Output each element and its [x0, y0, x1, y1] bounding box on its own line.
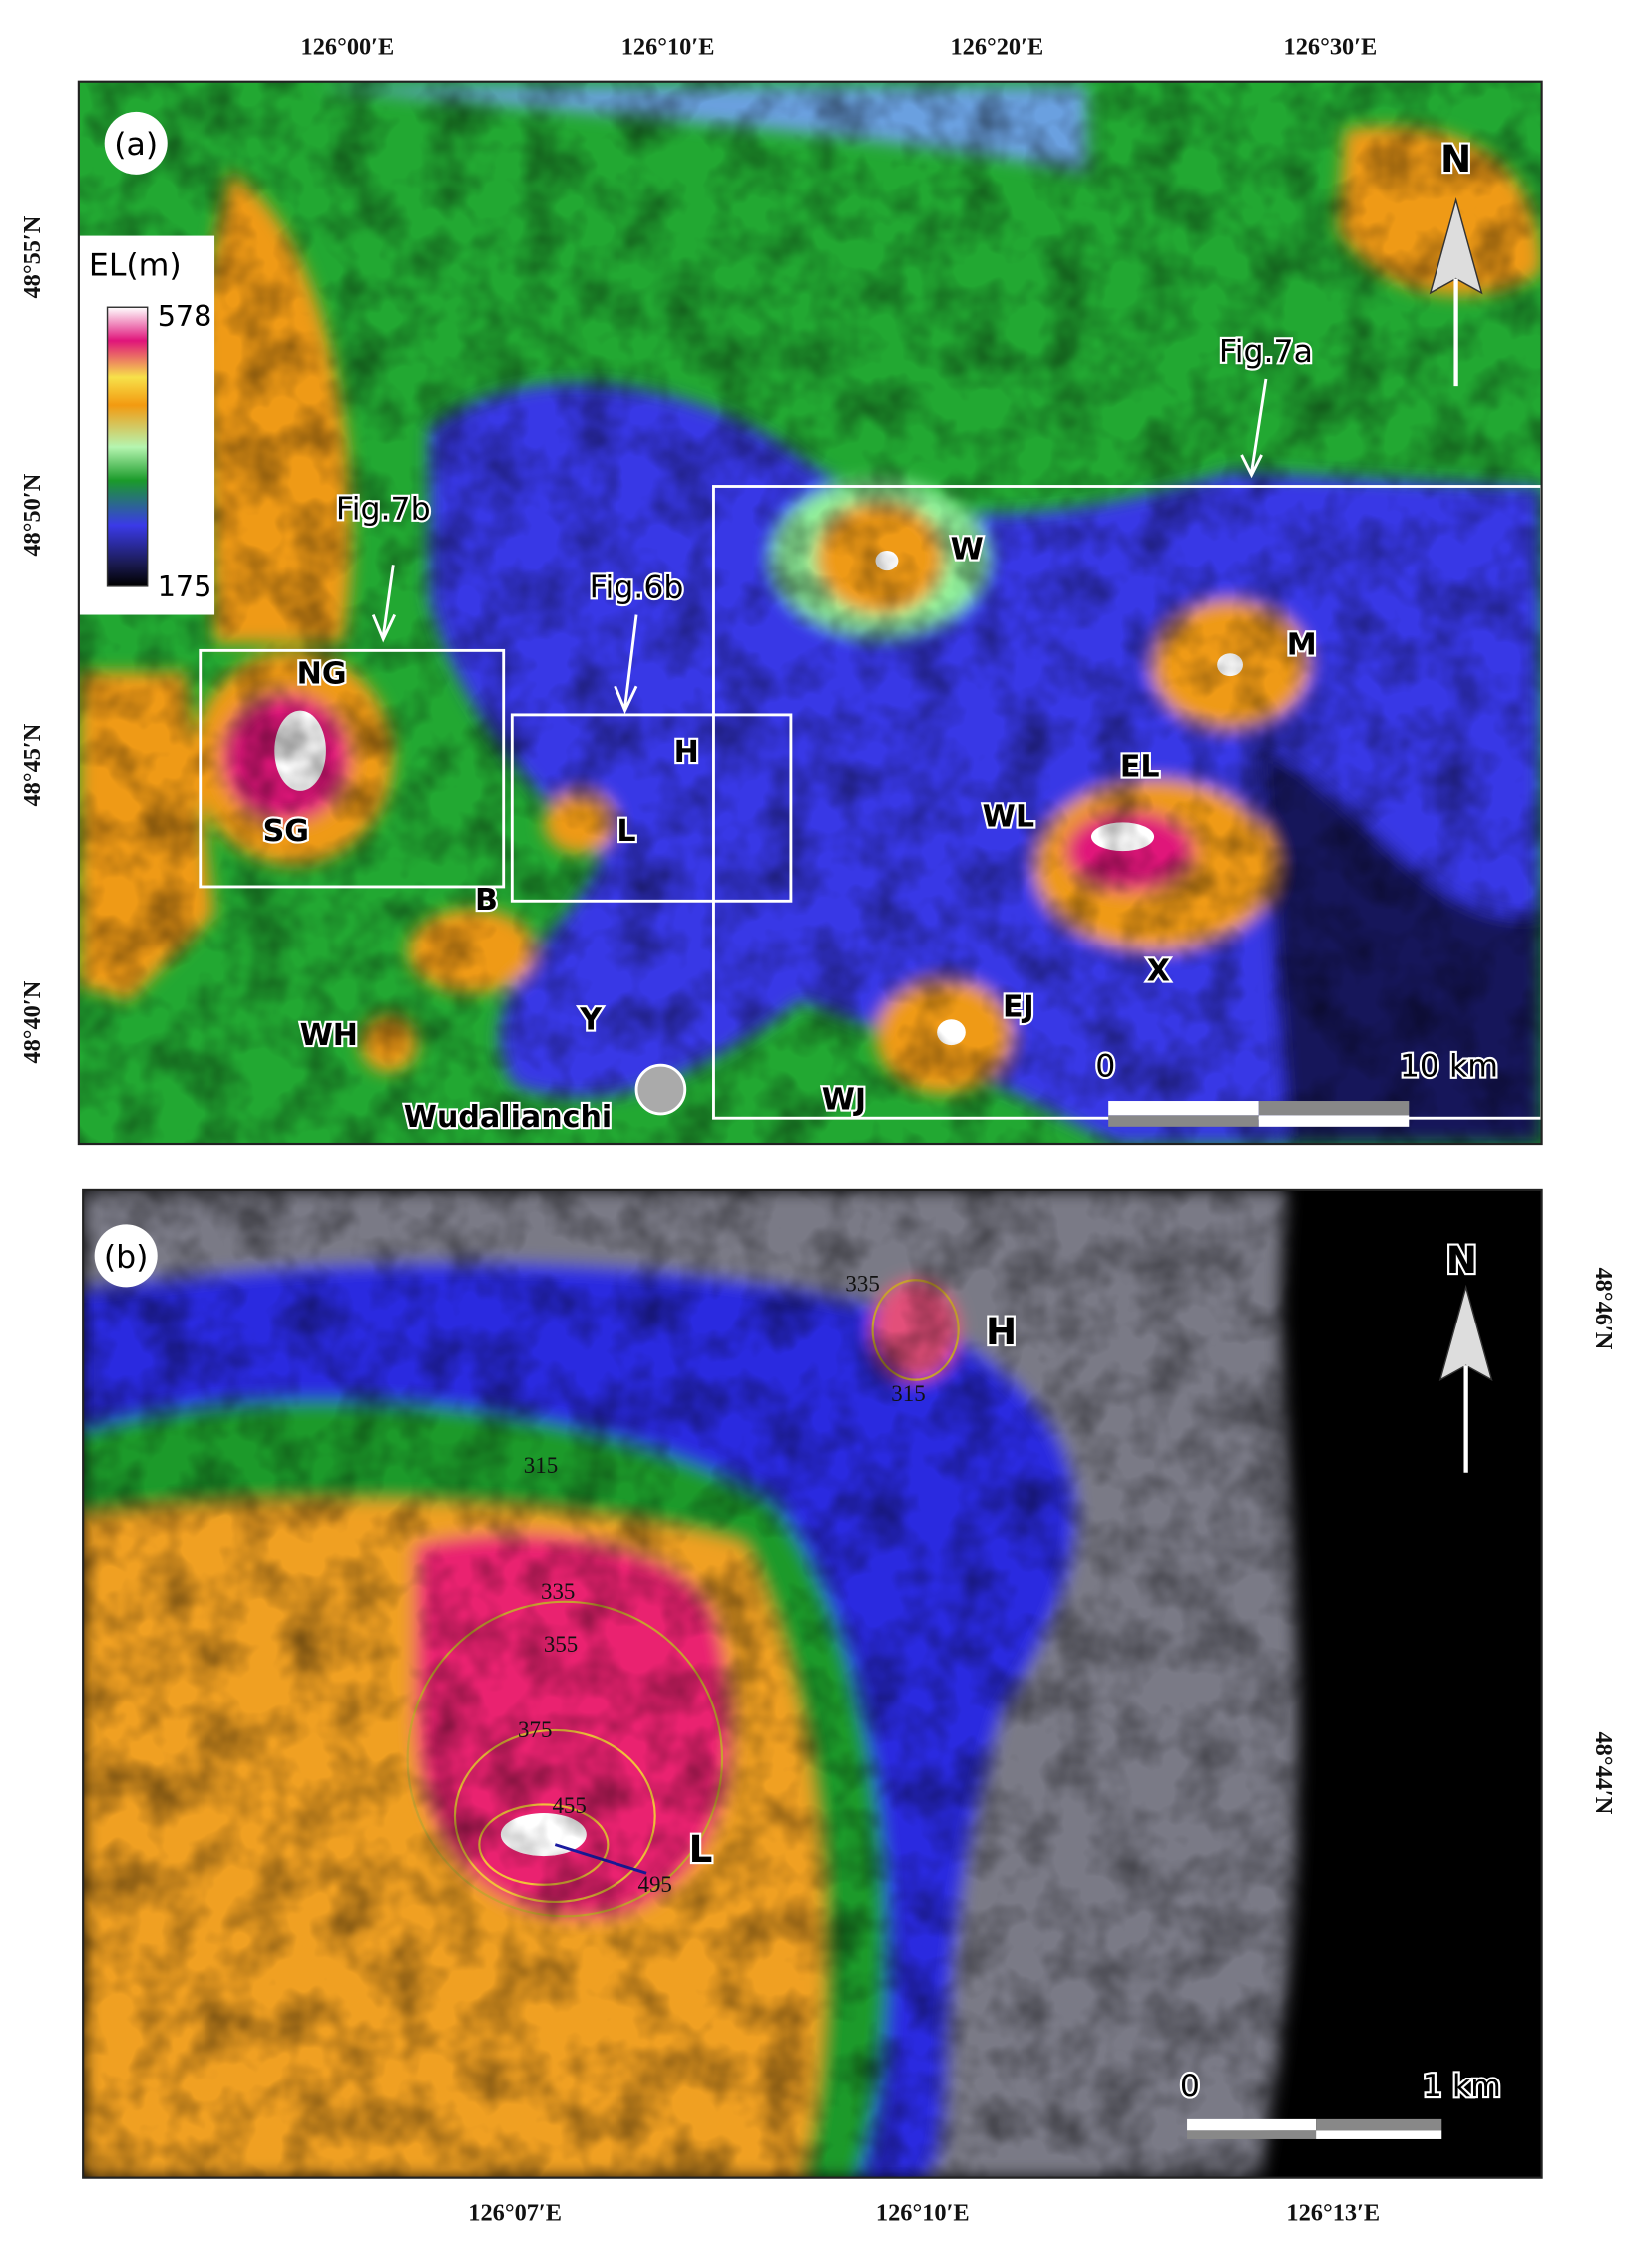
lat-tick-label: 48°45′N: [19, 723, 46, 806]
north-arrow-label: N: [1440, 137, 1471, 181]
lat-tick-label: 48°55′N: [19, 215, 46, 298]
legend-title: EL(m): [89, 248, 182, 284]
volcano-label: NG: [297, 656, 347, 691]
panel-label: (b): [104, 1239, 149, 1275]
lon-tick-label: 126°10′E: [621, 33, 715, 60]
volcano-label: WH: [300, 1018, 358, 1053]
contour-label: 315: [891, 1381, 925, 1406]
panel-a-map: [78, 81, 1542, 1145]
lon-tick-label: 126°07′E: [468, 2200, 562, 2227]
legend-max: 578: [158, 299, 212, 333]
lat-tick-label: 48°46′N: [1590, 1267, 1617, 1349]
panel-label: (a): [114, 127, 158, 163]
volcano-label: H: [674, 735, 699, 770]
lon-tick-label: 126°30′E: [1284, 33, 1378, 60]
volcano-label: W: [951, 533, 984, 567]
contour-label: 375: [518, 1717, 552, 1742]
town-label: Wudalianchi: [404, 1100, 612, 1135]
volcano-label: WL: [983, 800, 1034, 835]
lon-tick-label: 126°20′E: [950, 33, 1043, 60]
volcano-label: WJ: [822, 1083, 866, 1118]
volcano-label: B: [475, 883, 498, 918]
volcano-label: EL: [1120, 750, 1160, 785]
contour-label: 355: [544, 1632, 578, 1657]
volcano-label: X: [1147, 954, 1170, 989]
contour-label: 315: [524, 1453, 558, 1478]
callout: Fig.7a: [1219, 334, 1313, 370]
lon-tick-label: 126°10′E: [876, 2200, 970, 2227]
scale-label: 1 km: [1423, 2069, 1501, 2104]
contour-label: 495: [637, 1872, 671, 1897]
callout: Fig.7b: [336, 491, 431, 527]
north-arrow-label: N: [1446, 1238, 1477, 1282]
volcano-label: L: [616, 814, 635, 849]
legend-min: 175: [158, 569, 212, 603]
panel-b-map: [83, 1189, 1542, 2178]
volcano-label: SG: [263, 814, 309, 849]
volcano-label: Y: [579, 1002, 603, 1037]
lon-tick-label: 126°00′E: [301, 33, 395, 60]
scale-label: 10 km: [1400, 1049, 1498, 1085]
volcano-label: L: [689, 1827, 713, 1871]
scale-label: 0: [1180, 2069, 1200, 2104]
lon-tick-label: 126°13′E: [1286, 2200, 1380, 2227]
lat-tick-label: 48°40′N: [19, 980, 46, 1063]
scale-label: 0: [1095, 1049, 1115, 1085]
volcano-label: EJ: [1003, 989, 1034, 1024]
lat-tick-label: 48°44′N: [1590, 1731, 1617, 1814]
volcano-label: H: [986, 1310, 1017, 1353]
volcano-label: M: [1287, 628, 1317, 663]
contour-label: 335: [541, 1579, 575, 1604]
contour-label: 335: [845, 1272, 879, 1297]
callout: Fig.6b: [590, 569, 684, 605]
lat-tick-label: 48°50′N: [19, 473, 46, 556]
contour-label: 455: [552, 1793, 586, 1818]
